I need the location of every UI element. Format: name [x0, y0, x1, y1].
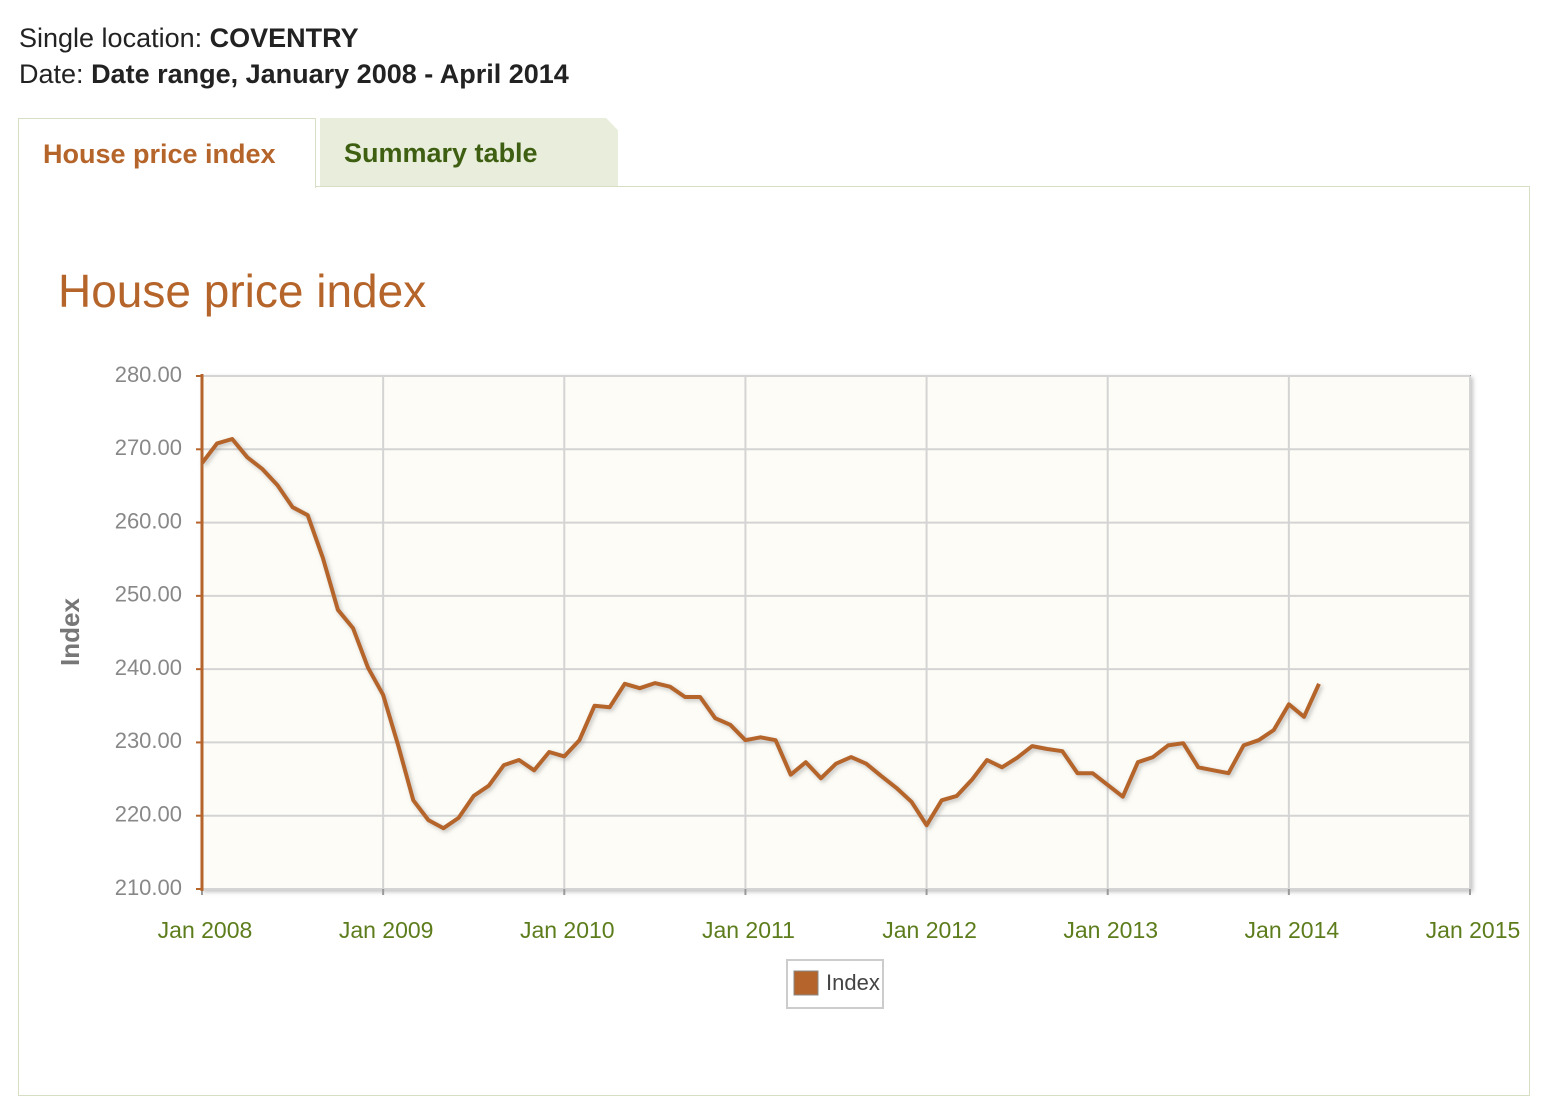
location: COVENTRY: [209, 23, 359, 53]
y-tick-label: 270.00: [115, 435, 182, 460]
y-tick-label: 240.00: [115, 655, 182, 680]
y-tick-label: 220.00: [115, 802, 182, 827]
x-tick-label: Jan 2013: [1063, 917, 1158, 943]
y-axis-label: Index: [55, 598, 85, 666]
location-label: Single location:: [19, 23, 203, 53]
legend-label: Index: [826, 970, 880, 995]
x-tick-label: Jan 2014: [1245, 917, 1340, 943]
x-tick-label: Jan 2009: [339, 917, 434, 943]
x-tick-label: Jan 2011: [702, 917, 795, 943]
tab-active[interactable]: House price index: [18, 118, 316, 188]
tab[interactable]: Summary table: [320, 118, 618, 186]
x-tick-label: Jan 2008: [158, 917, 253, 943]
x-tick-label: Jan 2015: [1426, 917, 1521, 943]
y-tick-label: 250.00: [115, 582, 182, 607]
date-label: Date:: [19, 59, 84, 89]
chart-title: House price index: [58, 265, 426, 317]
y-tick-label: 230.00: [115, 728, 182, 753]
y-tick-label: 210.00: [115, 875, 182, 900]
legend-swatch: [793, 970, 819, 996]
plot-area: [201, 375, 1471, 890]
x-tick-label: Jan 2010: [520, 917, 615, 943]
series-line: [200, 437, 1321, 831]
date: Date range, January 2008 - April 2014: [91, 59, 569, 89]
y-tick-label: 260.00: [115, 508, 182, 533]
y-tick-label: 280.00: [115, 362, 182, 387]
header: Single location: COVENTRY Date: Date ran…: [19, 20, 569, 92]
location-line: Single location: COVENTRY: [19, 20, 569, 56]
x-tick-label: Jan 2012: [882, 917, 977, 943]
date-line: Date: Date range, January 2008 - April 2…: [19, 56, 569, 92]
